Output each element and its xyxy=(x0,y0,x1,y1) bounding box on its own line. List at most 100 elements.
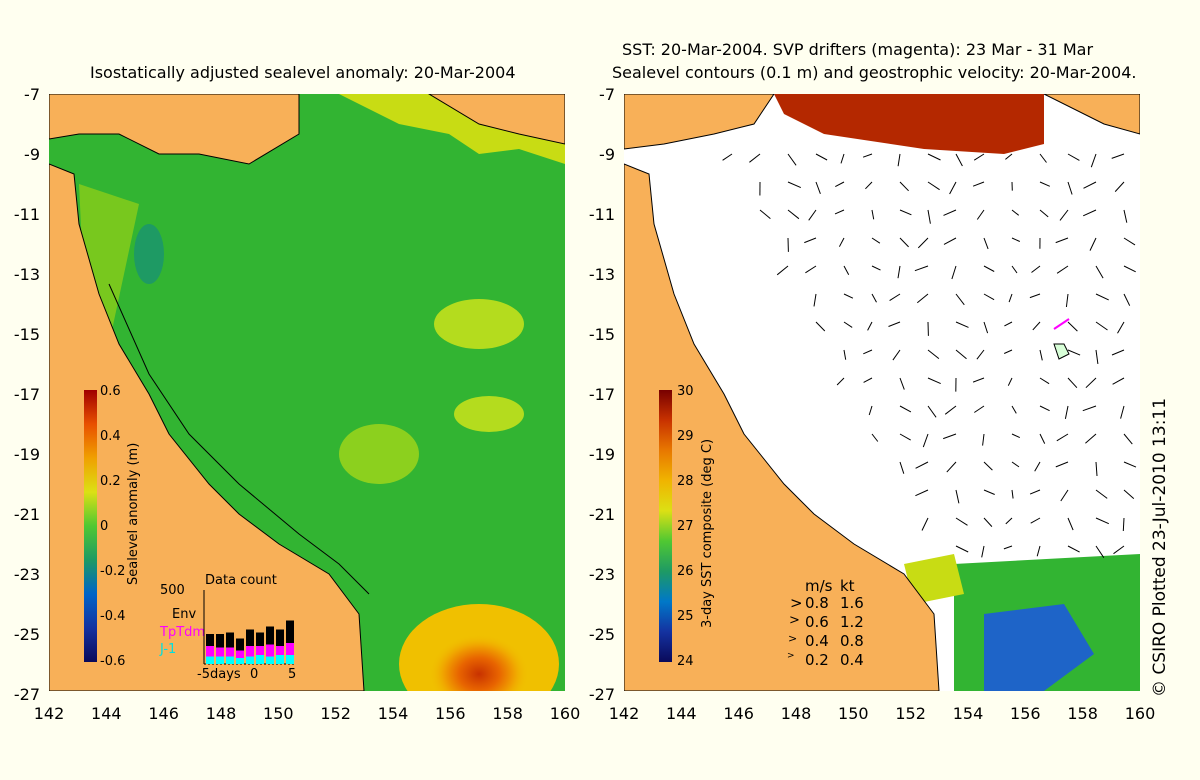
data-count-bar-tp xyxy=(266,644,274,657)
velocity-arrow xyxy=(836,377,845,386)
lat-tick-label: -25 xyxy=(13,625,40,644)
velocity-ms-value: 0.6 xyxy=(805,613,829,631)
velocity-arrow xyxy=(871,265,881,271)
colorbar-tick-label: -0.6 xyxy=(100,654,126,669)
sealevel-colorbar-label: Sealevel anomaly (m) xyxy=(126,442,141,585)
velocity-arrow xyxy=(1011,433,1021,439)
velocity-arrow xyxy=(1036,545,1041,557)
island xyxy=(1053,343,1070,360)
velocity-arrow xyxy=(955,517,968,526)
lon-tick-label: 158 xyxy=(1067,704,1098,723)
velocity-arrow xyxy=(815,181,821,194)
velocity-arrow xyxy=(1095,489,1108,499)
velocity-arrow xyxy=(983,461,993,471)
velocity-arrow xyxy=(1011,265,1018,274)
velocity-arrow xyxy=(976,349,985,360)
velocity-arrow xyxy=(921,517,929,531)
velocity-arrow xyxy=(805,265,817,274)
velocity-arrow xyxy=(1031,265,1041,273)
data-count-title: Data count xyxy=(205,573,277,588)
velocity-arrow xyxy=(1005,153,1013,160)
velocity-arrow xyxy=(1005,517,1013,525)
data-count-bar-env xyxy=(246,629,254,646)
sealevel-anomaly-map xyxy=(49,94,565,691)
velocity-arrow xyxy=(1067,377,1078,389)
lat-tick-label: -15 xyxy=(13,325,40,344)
lat-tick-label: -23 xyxy=(13,565,40,584)
velocity-arrow xyxy=(1008,293,1013,303)
velocity-arrow xyxy=(927,377,941,385)
velocity-arrow xyxy=(813,293,817,307)
velocity-arrow xyxy=(1029,293,1041,299)
anomaly-coastal-band xyxy=(79,184,239,574)
lat-tick-label: -21 xyxy=(588,505,615,524)
lat-tick-label: -25 xyxy=(588,625,615,644)
velocity-arrow xyxy=(1113,545,1125,555)
velocity-arrow xyxy=(1082,209,1097,217)
velocity-arrow xyxy=(1003,545,1013,550)
velocity-arrow-icon: > xyxy=(789,613,800,628)
velocity-arrow xyxy=(871,433,879,442)
sst-map-canvas xyxy=(624,94,1140,691)
velocity-arrow xyxy=(871,293,877,303)
velocity-arrow xyxy=(897,265,901,279)
velocity-arrow xyxy=(915,489,929,497)
lat-tick-label: -7 xyxy=(599,85,615,104)
velocity-arrow xyxy=(927,153,941,161)
velocity-arrow xyxy=(927,209,931,224)
velocity-arrow xyxy=(946,461,957,473)
land-new-guinea xyxy=(624,94,775,150)
velocity-arrow xyxy=(1067,349,1081,356)
velocity-arrow xyxy=(1004,321,1013,327)
velocity-arrow xyxy=(835,181,845,188)
lon-tick-label: 146 xyxy=(723,704,754,723)
data-count-bar-tp xyxy=(226,647,234,657)
velocity-arrow xyxy=(943,433,957,440)
velocity-arrow xyxy=(1039,433,1046,444)
velocity-arrow xyxy=(949,181,957,195)
sst-colorbar-label: 3-day SST composite (deg C) xyxy=(700,438,715,628)
velocity-arrow xyxy=(983,237,989,250)
velocity-arrow xyxy=(1114,181,1125,192)
velocity-arrow xyxy=(1122,517,1125,532)
data-count-bar-tp xyxy=(286,643,294,655)
anomaly-peak-south xyxy=(429,634,529,691)
velocity-arrow xyxy=(983,489,995,495)
right-map-title-line2: Sealevel contours (0.1 m) and geostrophi… xyxy=(612,63,1137,82)
velocity-arrow xyxy=(1085,433,1097,444)
velocity-arrow xyxy=(899,377,905,390)
velocity-arrow xyxy=(983,265,995,272)
velocity-arrow xyxy=(917,237,929,249)
velocity-arrow xyxy=(955,321,969,328)
velocity-arrow xyxy=(955,293,965,306)
velocity-arrow xyxy=(899,237,909,248)
lon-tick-label: 142 xyxy=(33,704,65,723)
left-map-title: Isostatically adjusted sealevel anomaly:… xyxy=(90,63,516,82)
lon-tick-label: 146 xyxy=(148,704,179,723)
lat-tick-label: -17 xyxy=(588,385,615,404)
velocity-arrow xyxy=(1029,489,1041,495)
sst-velocity-map xyxy=(624,94,1140,691)
velocity-arrow xyxy=(1059,209,1069,221)
data-count-bar-env xyxy=(256,632,264,646)
velocity-arrow xyxy=(1120,405,1125,419)
lat-tick-label: -9 xyxy=(24,145,40,164)
velocity-arrow xyxy=(899,405,912,413)
velocity-arrow xyxy=(1082,405,1097,412)
lat-tick-label: -23 xyxy=(588,565,615,584)
velocity-arrow xyxy=(1111,153,1125,159)
lon-tick-label: 152 xyxy=(320,704,351,723)
right-map-title-line1: SST: 20-Mar-2004. SVP drifters (magenta)… xyxy=(622,40,1094,59)
velocity-arrow xyxy=(1034,461,1041,472)
velocity-arrow xyxy=(897,153,901,167)
colorbar-tick-label: 26 xyxy=(677,564,694,579)
data-count-bar-tp xyxy=(256,646,264,655)
velocity-arrow xyxy=(927,405,937,418)
velocity-arrow xyxy=(916,293,929,304)
velocity-arrow xyxy=(749,153,761,163)
data-count-bar-j1 xyxy=(266,656,274,664)
velocity-arrow xyxy=(915,461,929,469)
lon-tick-label: 160 xyxy=(549,704,581,723)
data-count-bar-env xyxy=(226,632,234,648)
velocity-header-ms: m/s xyxy=(805,577,833,595)
